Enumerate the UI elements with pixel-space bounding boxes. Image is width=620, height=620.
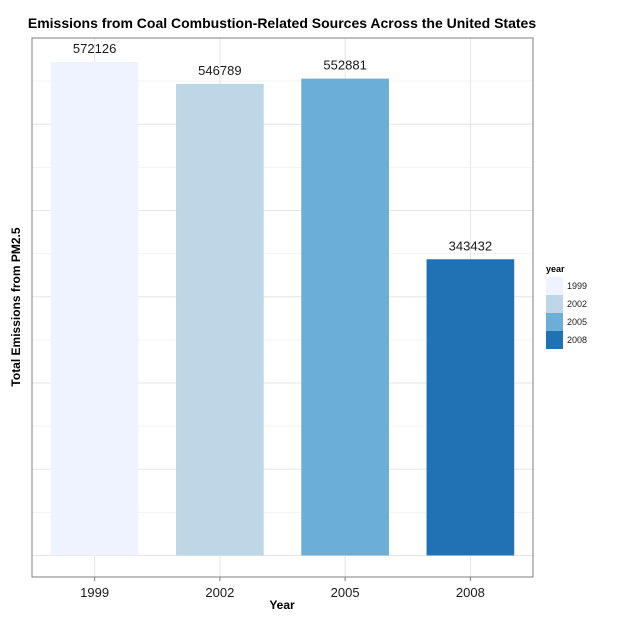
data-label-2008: 343432 [449, 238, 492, 253]
x-axis-ticks: 1999 2002 2005 2008 [80, 577, 485, 600]
chart-title: Emissions from Coal Combustion-Related S… [28, 15, 536, 31]
legend-key-1999 [546, 277, 563, 295]
bar-2002 [176, 83, 264, 556]
legend-label-2002: 2002 [567, 299, 587, 309]
legend-key-2008 [546, 331, 563, 349]
legend-key-2005 [546, 313, 563, 331]
data-label-1999: 572126 [73, 41, 116, 56]
plot-panel-border [31, 37, 534, 578]
legend-key-2002 [546, 295, 563, 313]
bar-1999 [50, 62, 139, 556]
legend-label-2008: 2008 [567, 335, 587, 345]
legend: year 1999 2002 2005 2008 [546, 264, 587, 349]
legend-label-2005: 2005 [567, 317, 587, 327]
y-axis-title: Total Emissions from PM2.5 [9, 227, 23, 386]
legend-title: year [546, 264, 565, 274]
x-tick-label-1999: 1999 [80, 585, 109, 600]
bars [50, 62, 515, 556]
data-labels: 572126 546789 552881 343432 [73, 41, 492, 253]
legend-label-1999: 1999 [567, 281, 587, 291]
bar-2005 [301, 78, 389, 556]
data-label-2005: 552881 [323, 58, 366, 73]
x-tick-label-2002: 2002 [205, 585, 234, 600]
x-tick-label-2008: 2008 [456, 585, 485, 600]
x-tick-label-2005: 2005 [331, 585, 360, 600]
x-axis-title: Year [269, 598, 295, 612]
data-label-2002: 546789 [198, 63, 241, 78]
legend-items: 1999 2002 2005 2008 [546, 277, 587, 349]
bar-2008 [426, 259, 515, 556]
